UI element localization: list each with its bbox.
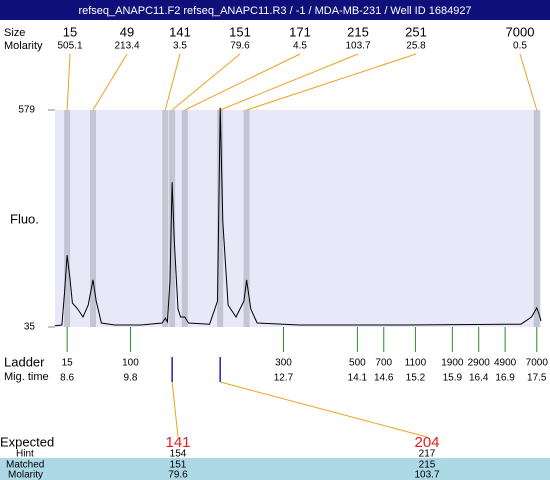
expected-molarity: 79.6 — [168, 470, 188, 480]
ladder-time: 8.6 — [60, 373, 74, 384]
title-bar — [0, 0, 550, 20]
matched-value: 215 — [419, 460, 436, 471]
peak-connector — [92, 53, 128, 111]
exp-molarity-label: Molarity — [8, 470, 43, 480]
peak-molarity: 505.1 — [57, 41, 82, 52]
expected-label: Expected — [0, 434, 54, 449]
ladder-size: 1900 — [441, 358, 464, 369]
expected-value: 141 — [165, 434, 190, 451]
mig-time-label: Mig. time — [4, 371, 49, 383]
peak-band — [64, 110, 71, 327]
ladder-size: 700 — [375, 358, 392, 369]
peak-connector — [184, 53, 301, 111]
peak-size: 215 — [347, 24, 369, 39]
peak-molarity: 79.6 — [230, 41, 250, 52]
peak-band — [162, 110, 169, 327]
peak-size: 49 — [120, 24, 134, 39]
peak-connector — [66, 53, 71, 111]
peak-band — [181, 110, 188, 327]
ladder-size: 4900 — [494, 358, 517, 369]
expected-molarity: 103.7 — [414, 470, 439, 480]
y-tick-label: 579 — [18, 105, 35, 116]
peak-band — [89, 110, 96, 327]
peak-molarity: 213.4 — [114, 41, 139, 52]
ladder-size: 15 — [62, 358, 74, 369]
ladder-label: Ladder — [4, 354, 45, 369]
hint-label: Hint — [16, 449, 34, 460]
ladder-size: 100 — [122, 358, 139, 369]
expected-connector — [171, 381, 179, 438]
peak-size: 171 — [289, 24, 311, 39]
peak-size: 141 — [169, 24, 191, 39]
peak-size: 251 — [405, 24, 427, 39]
peak-connector — [246, 53, 417, 111]
ladder-time: 16.9 — [495, 373, 515, 384]
ladder-time: 15.9 — [443, 373, 463, 384]
peak-size: 7000 — [506, 24, 535, 39]
y-label: Fluo. — [10, 211, 39, 226]
hint-value: 154 — [170, 449, 187, 460]
ladder-time: 12.7 — [274, 373, 294, 384]
peak-connector — [219, 53, 359, 111]
y-tick-label: 35 — [24, 322, 36, 333]
ladder-size: 2900 — [468, 358, 491, 369]
expected-connector — [220, 381, 428, 438]
peak-connector — [519, 53, 538, 111]
title: refseq_ANAPC11.F2 refseq_ANAPC11.R3 / -1… — [78, 5, 471, 17]
ladder-time: 15.2 — [406, 373, 426, 384]
hint-value: 217 — [419, 449, 436, 460]
peak-band — [217, 110, 224, 327]
peak-band — [533, 110, 540, 327]
peak-molarity: 4.5 — [293, 41, 307, 52]
ladder-time: 17.5 — [527, 373, 547, 384]
peak-size: 151 — [229, 24, 251, 39]
peak-connector — [171, 53, 241, 111]
ladder-size: 1100 — [405, 358, 427, 369]
peak-band — [243, 110, 250, 327]
matched-value: 151 — [170, 460, 187, 471]
peak-connector — [164, 53, 181, 111]
ladder-size: 7000 — [526, 358, 549, 369]
peak-molarity: 0.5 — [513, 41, 527, 52]
peak-size: 15 — [63, 24, 77, 39]
peak-molarity: 25.8 — [406, 41, 426, 52]
ladder-size: 500 — [349, 358, 366, 369]
trace — [54, 107, 542, 327]
plot-area — [55, 110, 541, 327]
molarity-label: Molarity — [4, 40, 43, 52]
ladder-time: 14.6 — [374, 373, 394, 384]
size-label: Size — [4, 27, 25, 39]
ladder-time: 14.1 — [348, 373, 368, 384]
ladder-time: 16.4 — [469, 373, 489, 384]
peak-band — [169, 110, 176, 327]
ladder-time: 9.8 — [124, 373, 138, 384]
matched-band — [0, 458, 550, 480]
peak-molarity: 3.5 — [173, 41, 187, 52]
expected-value: 204 — [414, 434, 439, 451]
peak-molarity: 103.7 — [345, 41, 370, 52]
ladder-size: 300 — [275, 358, 292, 369]
matched-label: Matched — [6, 460, 44, 471]
